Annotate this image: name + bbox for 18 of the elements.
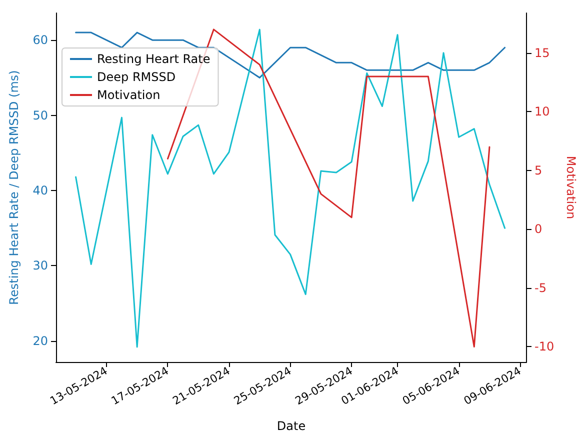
x-axis-title: Date (276, 419, 306, 433)
legend-label: Deep RMSSD (97, 70, 176, 84)
y-tick-label: 50 (32, 108, 48, 122)
y-tick-label: 40 (32, 184, 48, 198)
y2-axis-title: Motivation (564, 156, 578, 220)
y2-tick-label: 5 (534, 163, 542, 178)
legend-label: Resting Heart Rate (97, 52, 210, 66)
y2-tick-label: -5 (534, 280, 546, 295)
legend-label: Motivation (97, 88, 160, 102)
y-tick-label: 30 (32, 258, 48, 273)
y-axis-title: Resting Heart Rate / Deep RMSSD (ms) (7, 70, 21, 305)
y2-tick-label: 10 (534, 104, 550, 119)
y-tick-label: 60 (32, 33, 48, 48)
line-series (75, 28, 506, 348)
y-tick-label: 20 (32, 334, 48, 348)
y2-tick-label: 0 (534, 222, 542, 236)
y2-tick-label: -10 (534, 340, 554, 354)
y2-tick-label: 15 (534, 46, 550, 60)
